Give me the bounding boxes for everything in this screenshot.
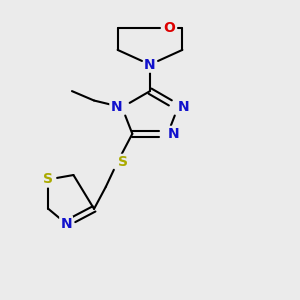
Text: N: N	[60, 217, 72, 231]
Text: N: N	[144, 58, 156, 72]
Text: N: N	[168, 127, 179, 141]
Text: N: N	[178, 100, 190, 114]
Text: S: S	[118, 155, 128, 169]
Text: N: N	[110, 100, 122, 114]
Text: S: S	[44, 172, 53, 186]
Text: O: O	[163, 21, 175, 35]
